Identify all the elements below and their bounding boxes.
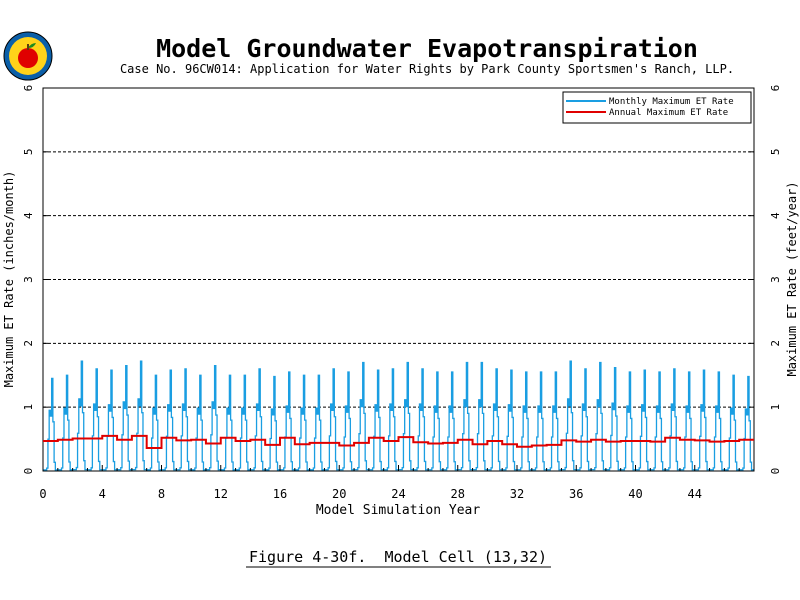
x-tick-label: 4 [99,487,106,501]
axis-ticks: 0 01 12 23 34 45 56 60 4 8 12 16 20 24 28 32 36 40 44 [22,85,782,501]
x-axis-label: Model Simulation Year [316,503,481,518]
y-tick-label-left: 6 [22,85,35,92]
annual-et-line [43,434,754,450]
legend-label-annual: Annual Maximum ET Rate [609,108,728,118]
chart-subtitle: Case No. 96CW014: Application for Water … [120,62,734,76]
y-tick-label-right: 5 [769,149,782,156]
y-tick-label-left: 4 [22,212,35,219]
y-tick-label-right: 0 [769,468,782,475]
legend: Monthly Maximum ET Rate Annual Maximum E… [562,91,752,124]
y-tick-label-left: 0 [22,468,35,475]
y-tick-label-right: 2 [769,340,782,347]
y-tick-label-left: 2 [22,340,35,347]
y-axis-label-left: Maximum ET Rate (inches/month) [2,171,16,388]
legend-label-monthly: Monthly Maximum ET Rate [609,97,734,107]
x-tick-label: 32 [510,487,524,501]
x-tick-label: 40 [628,487,642,501]
x-tick-label: 28 [451,487,465,501]
y-tick-label-left: 1 [22,404,35,411]
y-tick-label-right: 1 [769,404,782,411]
y-tick-label-left: 5 [22,149,35,156]
x-tick-label: 24 [391,487,405,501]
x-tick-label: 8 [158,487,165,501]
x-tick-label: 16 [273,487,287,501]
x-tick-label: 12 [214,487,228,501]
figure-caption: Figure 4-30f. Model Cell (13,32) [249,548,547,566]
y-axis-label-right: Maximum ET Rate (feet/year) [785,181,799,376]
y-tick-label-right: 4 [769,212,782,219]
annual-series [43,434,754,450]
chart-title: Model Groundwater Evapotranspiration [156,34,698,63]
logo-seal [3,31,53,81]
x-tick-label: 36 [569,487,583,501]
grid-lines [43,151,754,408]
x-tick-label: 20 [332,487,346,501]
y-tick-label-right: 3 [769,276,782,283]
x-tick-label: 44 [688,487,702,501]
y-tick-label-right: 6 [769,85,782,92]
y-tick-label-left: 3 [22,276,35,283]
x-tick-label: 0 [39,487,46,501]
